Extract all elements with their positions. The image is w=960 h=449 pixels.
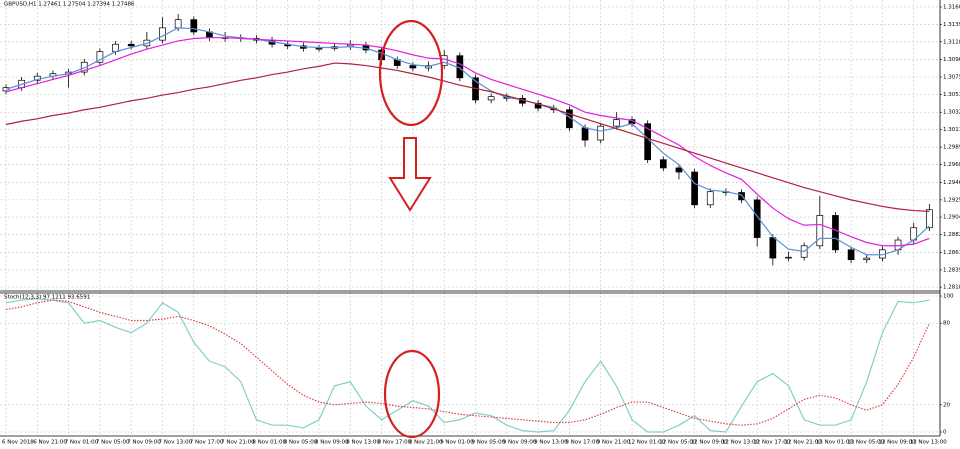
x-tick-label: 7 Nov 17:00 [190, 440, 224, 446]
x-tick-label: 13 Nov 09:00 [878, 440, 916, 446]
candle-body [597, 125, 605, 141]
x-tick-label: 13 Nov 13:00 [910, 440, 948, 446]
y-tick-label: 1.29250 [943, 197, 960, 203]
y-tick-label: 1.28825 [943, 232, 960, 238]
x-tick-label: 8 Nov 01:00 [252, 440, 286, 446]
y-tick-label: 1.29040 [943, 215, 960, 221]
candle-body [581, 127, 589, 141]
x-tick-label: 12 Nov 09:00 [691, 440, 729, 446]
y-tick-label: 1.30965 [943, 57, 960, 63]
x-tick-label: 9 Nov 17:00 [565, 440, 599, 446]
candle-body [816, 215, 824, 247]
y-tick-label: 1.30320 [943, 110, 960, 116]
candle-body [190, 19, 198, 33]
y-tick-label: 1.29465 [943, 180, 960, 186]
x-tick-label: 6 Nov 21:00 [33, 440, 67, 446]
x-tick-label: 13 Nov 05:00 [847, 440, 885, 446]
y-tick-label: 1.31605 [943, 4, 960, 10]
x-tick-label: 8 Nov 17:00 [378, 440, 412, 446]
x-tick-label: 9 Nov 13:00 [534, 440, 568, 446]
x-tick-label: 8 Nov 05:00 [284, 440, 318, 446]
x-tick-label: 6 Nov 2018 [2, 440, 34, 446]
x-tick-label: 9 Nov 09:00 [503, 440, 537, 446]
y-tick-label: 1.28610 [943, 250, 960, 256]
y-tick-label: 1.31390 [943, 22, 960, 28]
x-tick-label: 9 Nov 05:00 [472, 440, 506, 446]
x-tick-label: 12 Nov 21:00 [785, 440, 823, 446]
y-tick-label: 100 [943, 294, 954, 300]
highlight-ellipse [378, 19, 444, 127]
candle-body [753, 199, 761, 238]
candle-body [738, 192, 745, 201]
indicator-line [5, 37, 930, 247]
x-tick-label: 9 Nov 21:00 [597, 440, 631, 446]
indicator-line [5, 62, 930, 212]
chart-title: GBPUSD,H1 1.27461 1.27504 1.27394 1.2748… [4, 2, 135, 8]
y-tick-label: 0 [943, 430, 947, 436]
candle-body [159, 27, 166, 41]
y-tick-label: 1.30750 [943, 75, 960, 81]
candle-body [174, 19, 182, 29]
plot-area [0, 0, 940, 436]
y-tick-label: 1.28185 [943, 285, 960, 291]
candle-body [96, 51, 104, 63]
candle-body [409, 65, 417, 69]
y-tick-label: 1.30535 [943, 92, 960, 98]
y-tick-label: 20 [943, 402, 950, 408]
x-tick-label: 12 Nov 13:00 [722, 440, 760, 446]
candle-body [315, 47, 323, 50]
candle-body [847, 249, 855, 261]
x-tick-label: 8 Nov 09:00 [315, 440, 349, 446]
y-tick-label: 1.28395 [943, 267, 960, 273]
x-tick-label: 8 Nov 13:00 [346, 440, 380, 446]
candle-body [706, 191, 714, 206]
x-tick-label: 7 Nov 01:00 [65, 440, 99, 446]
candle-body [691, 171, 698, 206]
x-tick-label: 7 Nov 13:00 [159, 440, 193, 446]
candle-body [534, 102, 542, 109]
candle-body [785, 256, 792, 259]
x-tick-label: 13 Nov 01:00 [816, 440, 854, 446]
candle-body [612, 119, 620, 127]
x-tick-label: 7 Nov 05:00 [96, 440, 130, 446]
candle-body [863, 257, 871, 261]
indicator-line [5, 27, 930, 256]
candle-body [832, 215, 839, 251]
x-tick-label: 7 Nov 21:00 [221, 440, 255, 446]
candle-body [2, 87, 10, 92]
y-tick-label: 1.30110 [943, 127, 960, 133]
x-tick-label: 12 Nov 05:00 [659, 440, 697, 446]
x-tick-label: 7 Nov 09:00 [127, 440, 161, 446]
indicator-line [5, 299, 930, 426]
candle-body [487, 96, 495, 101]
indicator-title: Stoch(12,3,3) 97.1211 93.6591 [4, 295, 90, 301]
candle-body [925, 209, 933, 229]
candle-body [659, 159, 667, 169]
candle-body [769, 237, 777, 259]
candle-body [127, 43, 135, 47]
x-tick-label: 12 Nov 01:00 [628, 440, 666, 446]
x-tick-label: 12 Nov 17:00 [753, 440, 791, 446]
x-tick-label: 9 Nov 01:00 [440, 440, 474, 446]
highlight-ellipse [383, 349, 441, 439]
y-tick-label: 80 [943, 321, 950, 327]
indicator-line [5, 298, 930, 433]
y-tick-label: 1.29895 [943, 145, 960, 151]
y-tick-label: 1.31180 [943, 39, 960, 45]
down-arrow [388, 137, 432, 212]
x-tick-label: 8 Nov 21:00 [409, 440, 443, 446]
y-tick-label: 1.29680 [943, 162, 960, 168]
candle-body [675, 167, 683, 173]
candle-body [80, 61, 88, 73]
